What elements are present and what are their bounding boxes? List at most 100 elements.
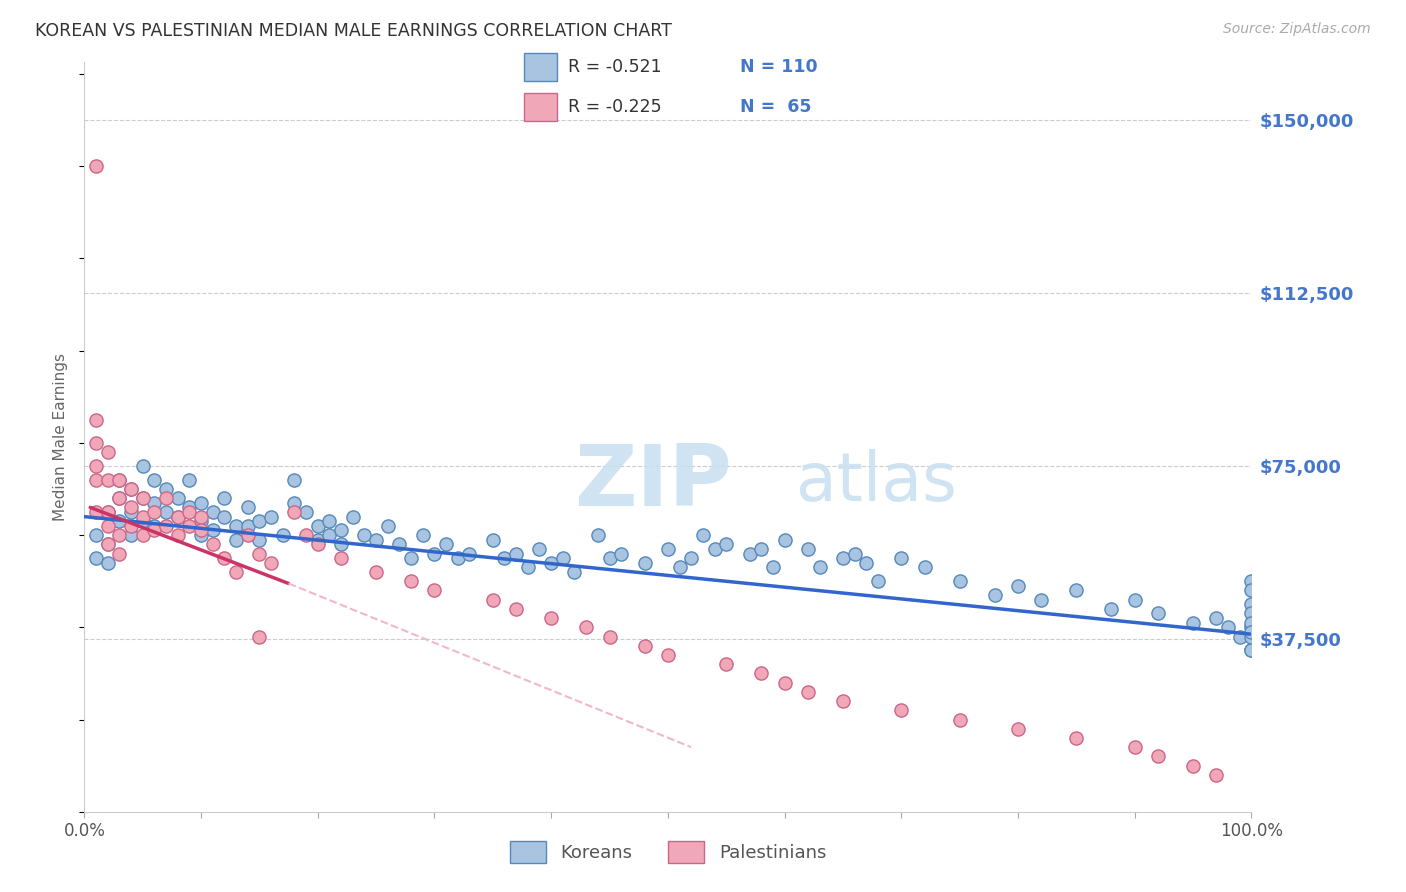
Point bbox=[832, 551, 855, 566]
Point bbox=[1240, 574, 1263, 589]
Point bbox=[1181, 615, 1204, 630]
Point bbox=[1240, 597, 1263, 611]
Point bbox=[366, 565, 388, 579]
Point bbox=[599, 551, 621, 566]
Point bbox=[120, 482, 142, 496]
Point bbox=[155, 505, 177, 519]
Point bbox=[1240, 620, 1263, 634]
Point bbox=[249, 514, 271, 528]
Point bbox=[225, 519, 247, 533]
Point bbox=[1240, 624, 1263, 639]
Point bbox=[132, 491, 155, 505]
Point bbox=[179, 519, 201, 533]
Text: N = 110: N = 110 bbox=[740, 58, 817, 76]
Point bbox=[716, 657, 738, 672]
Point bbox=[143, 519, 166, 533]
Point bbox=[738, 547, 761, 561]
Point bbox=[1240, 643, 1263, 657]
Point bbox=[108, 473, 131, 487]
Text: KOREAN VS PALESTINIAN MEDIAN MALE EARNINGS CORRELATION CHART: KOREAN VS PALESTINIAN MEDIAN MALE EARNIN… bbox=[35, 22, 672, 40]
Bar bbox=[524, 93, 557, 120]
Point bbox=[166, 509, 188, 524]
Point bbox=[914, 560, 936, 574]
Point bbox=[283, 473, 305, 487]
Text: atlas: atlas bbox=[796, 449, 957, 515]
Point bbox=[657, 648, 679, 662]
Point bbox=[132, 528, 155, 542]
Point bbox=[564, 565, 586, 579]
Point bbox=[190, 514, 212, 528]
Text: R = -0.521: R = -0.521 bbox=[568, 58, 662, 76]
Point bbox=[481, 592, 505, 607]
Point bbox=[330, 524, 353, 538]
Point bbox=[166, 491, 188, 505]
Point bbox=[540, 611, 562, 625]
Point bbox=[260, 556, 283, 570]
Point bbox=[143, 473, 166, 487]
Point bbox=[120, 528, 142, 542]
Point bbox=[551, 551, 574, 566]
Point bbox=[505, 602, 527, 616]
Point bbox=[225, 565, 247, 579]
Point bbox=[84, 458, 107, 473]
Point bbox=[214, 551, 236, 566]
Point bbox=[201, 537, 224, 551]
Point bbox=[307, 533, 329, 547]
Point bbox=[773, 675, 796, 690]
Point bbox=[236, 528, 259, 542]
Point bbox=[890, 703, 912, 717]
Point bbox=[762, 560, 785, 574]
Point bbox=[797, 541, 820, 556]
Point bbox=[797, 685, 820, 699]
Text: Source: ZipAtlas.com: Source: ZipAtlas.com bbox=[1223, 22, 1371, 37]
Point bbox=[179, 505, 201, 519]
Point bbox=[84, 159, 107, 173]
Point bbox=[633, 556, 655, 570]
Point bbox=[716, 537, 738, 551]
Point bbox=[505, 547, 527, 561]
Point bbox=[249, 547, 271, 561]
Point bbox=[866, 574, 889, 589]
Point bbox=[366, 533, 388, 547]
Point bbox=[190, 496, 212, 510]
Point bbox=[749, 541, 772, 556]
Y-axis label: Median Male Earnings: Median Male Earnings bbox=[53, 353, 69, 521]
Point bbox=[132, 509, 155, 524]
Point bbox=[330, 551, 353, 566]
Point bbox=[260, 509, 283, 524]
Point bbox=[249, 630, 271, 644]
Point bbox=[84, 435, 107, 450]
Point bbox=[108, 514, 131, 528]
Point bbox=[633, 639, 655, 653]
Point bbox=[586, 528, 609, 542]
Point bbox=[190, 524, 212, 538]
Point bbox=[201, 524, 224, 538]
Point bbox=[1031, 592, 1053, 607]
Point bbox=[84, 551, 107, 566]
Point bbox=[97, 505, 120, 519]
Point bbox=[120, 505, 142, 519]
Point bbox=[307, 537, 329, 551]
Point bbox=[84, 473, 107, 487]
Point bbox=[458, 547, 481, 561]
Point bbox=[388, 537, 411, 551]
Text: R = -0.225: R = -0.225 bbox=[568, 98, 662, 116]
Point bbox=[97, 537, 120, 551]
Point bbox=[318, 514, 340, 528]
Point bbox=[703, 541, 725, 556]
Point bbox=[983, 588, 1005, 602]
Point bbox=[155, 519, 177, 533]
Point bbox=[190, 509, 212, 524]
Point bbox=[423, 583, 446, 598]
Point bbox=[214, 491, 236, 505]
Point bbox=[494, 551, 516, 566]
Point bbox=[1066, 731, 1088, 745]
Point bbox=[1240, 643, 1263, 657]
Bar bbox=[524, 54, 557, 81]
Point bbox=[575, 620, 598, 634]
Point bbox=[434, 537, 457, 551]
Point bbox=[447, 551, 470, 566]
Point bbox=[1240, 615, 1263, 630]
Point bbox=[236, 500, 259, 515]
Point bbox=[179, 500, 201, 515]
